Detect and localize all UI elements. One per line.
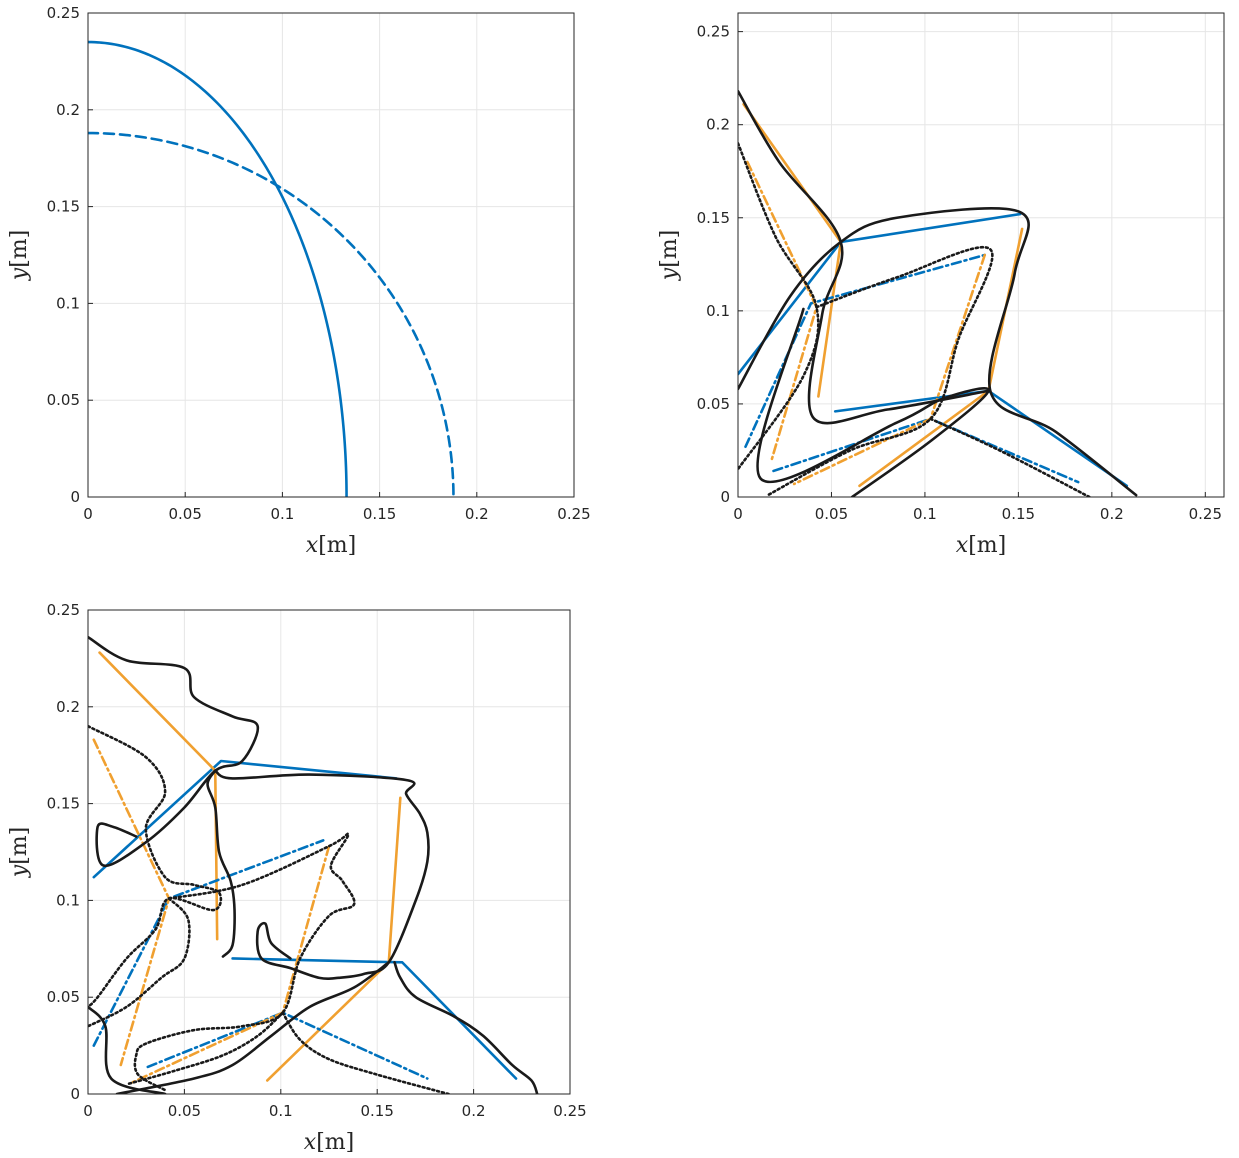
chart-panel-1: 0 0.05 0.1 0.15 0.2 0.25 0 0.05 0.1 0.15 0.2 0.25 x[…	[7, 4, 591, 558]
series-line-blue-dashdot	[744, 253, 987, 449]
x-tick-label: 0.2	[462, 1102, 486, 1120]
x-tick-label: 0.25	[1189, 505, 1222, 523]
series-line-black-solid	[88, 635, 260, 867]
series-group	[88, 40, 455, 497]
series-line-blue-dashed	[88, 131, 455, 497]
series-line-black-dotted	[766, 246, 994, 497]
x-tick-label: 0.15	[1002, 505, 1035, 523]
x-tick-label: 0.1	[913, 505, 937, 523]
series-line-black-solid	[756, 307, 990, 497]
axes-box	[87, 609, 571, 1095]
series-line-blue-solid	[231, 957, 518, 1080]
series-line-black-solid	[738, 207, 1138, 497]
y-axis-label: y[m]	[7, 827, 32, 878]
y-tick-label: 0.1	[706, 302, 730, 320]
series-line-black-solid	[738, 89, 990, 425]
series-line-black-solid	[115, 961, 391, 1094]
series-line-black-dotted	[281, 1011, 450, 1094]
series-line-orange-solid	[266, 796, 402, 1082]
x-tick-label: 0	[83, 505, 93, 523]
x-axis-label: x[m]	[306, 533, 356, 558]
x-tick-label: 0.2	[1100, 505, 1124, 523]
y-tick-label: 0.2	[56, 698, 80, 716]
series-line-black-solid	[206, 769, 236, 958]
series-line-black-solid	[393, 961, 539, 1094]
x-tick-label: 0	[733, 505, 743, 523]
y-axis-label: y[m]	[7, 230, 32, 281]
y-tick-label: 0.05	[697, 395, 730, 413]
y-tick-label: 0	[70, 1085, 80, 1103]
series-line-blue-solid	[88, 40, 348, 497]
series-group	[88, 635, 539, 1094]
x-axis-label: x[m]	[304, 1130, 354, 1155]
y-tick-label: 0.25	[47, 601, 80, 619]
y-tick-label: 0.25	[47, 4, 80, 22]
series-line-blue-dashdot	[772, 417, 1080, 484]
series-line-black-dotted	[88, 897, 191, 1028]
chart-panel-2: 0 0.05 0.1 0.15 0.2 0.25 0 0.05 0.1 0.15 0.2 0.25 x[…	[657, 12, 1225, 558]
y-tick-label: 0.15	[697, 209, 730, 227]
x-axis-label: x[m]	[956, 533, 1006, 558]
y-tick-label: 0	[720, 488, 730, 506]
series-line-black-solid	[88, 1005, 167, 1094]
series-line-black-dotted	[133, 832, 356, 1092]
x-tick-label: 0.1	[270, 505, 294, 523]
x-tick-label: 0.25	[557, 505, 590, 523]
x-tick-label: 0.05	[815, 505, 848, 523]
x-tick-label: 0.25	[553, 1102, 586, 1120]
y-tick-label: 0.1	[56, 294, 80, 312]
series-line-blue-solid	[92, 759, 398, 879]
y-tick-label: 0	[70, 488, 80, 506]
series-group	[738, 89, 1138, 497]
y-tick-label: 0.05	[47, 391, 80, 409]
y-tick-label: 0.25	[697, 23, 730, 41]
y-axis-label: y[m]	[657, 230, 682, 281]
axes-box	[737, 12, 1225, 498]
chart-panel-3: 0 0.05 0.1 0.15 0.2 0.25 0 0.05 0.1 0.15 0.2 0.25 x[…	[7, 601, 587, 1155]
x-tick-label: 0.05	[168, 1102, 201, 1120]
y-tick-label: 0.1	[56, 891, 80, 909]
x-tick-label: 0.05	[168, 505, 201, 523]
series-line-black-dotted	[929, 417, 1091, 497]
y-tick-label: 0.2	[706, 116, 730, 134]
x-tick-label: 0	[83, 1102, 93, 1120]
series-line-black-dotted	[125, 1011, 285, 1086]
series-line-orange-dashdot	[92, 738, 171, 1067]
series-line-black-dotted	[88, 724, 223, 1009]
series-line-blue-solid	[738, 212, 1022, 376]
y-tick-label: 0.15	[47, 198, 80, 216]
series-line-black-solid	[213, 769, 430, 981]
y-tick-label: 0.15	[47, 795, 80, 813]
x-tick-label: 0.2	[465, 505, 489, 523]
y-tick-label: 0.05	[47, 988, 80, 1006]
y-tick-label: 0.2	[56, 101, 80, 119]
axes-box	[87, 12, 575, 498]
x-tick-label: 0.15	[363, 505, 396, 523]
x-tick-label: 0.1	[269, 1102, 293, 1120]
series-line-orange-solid	[98, 651, 219, 941]
x-tick-label: 0.15	[360, 1102, 393, 1120]
